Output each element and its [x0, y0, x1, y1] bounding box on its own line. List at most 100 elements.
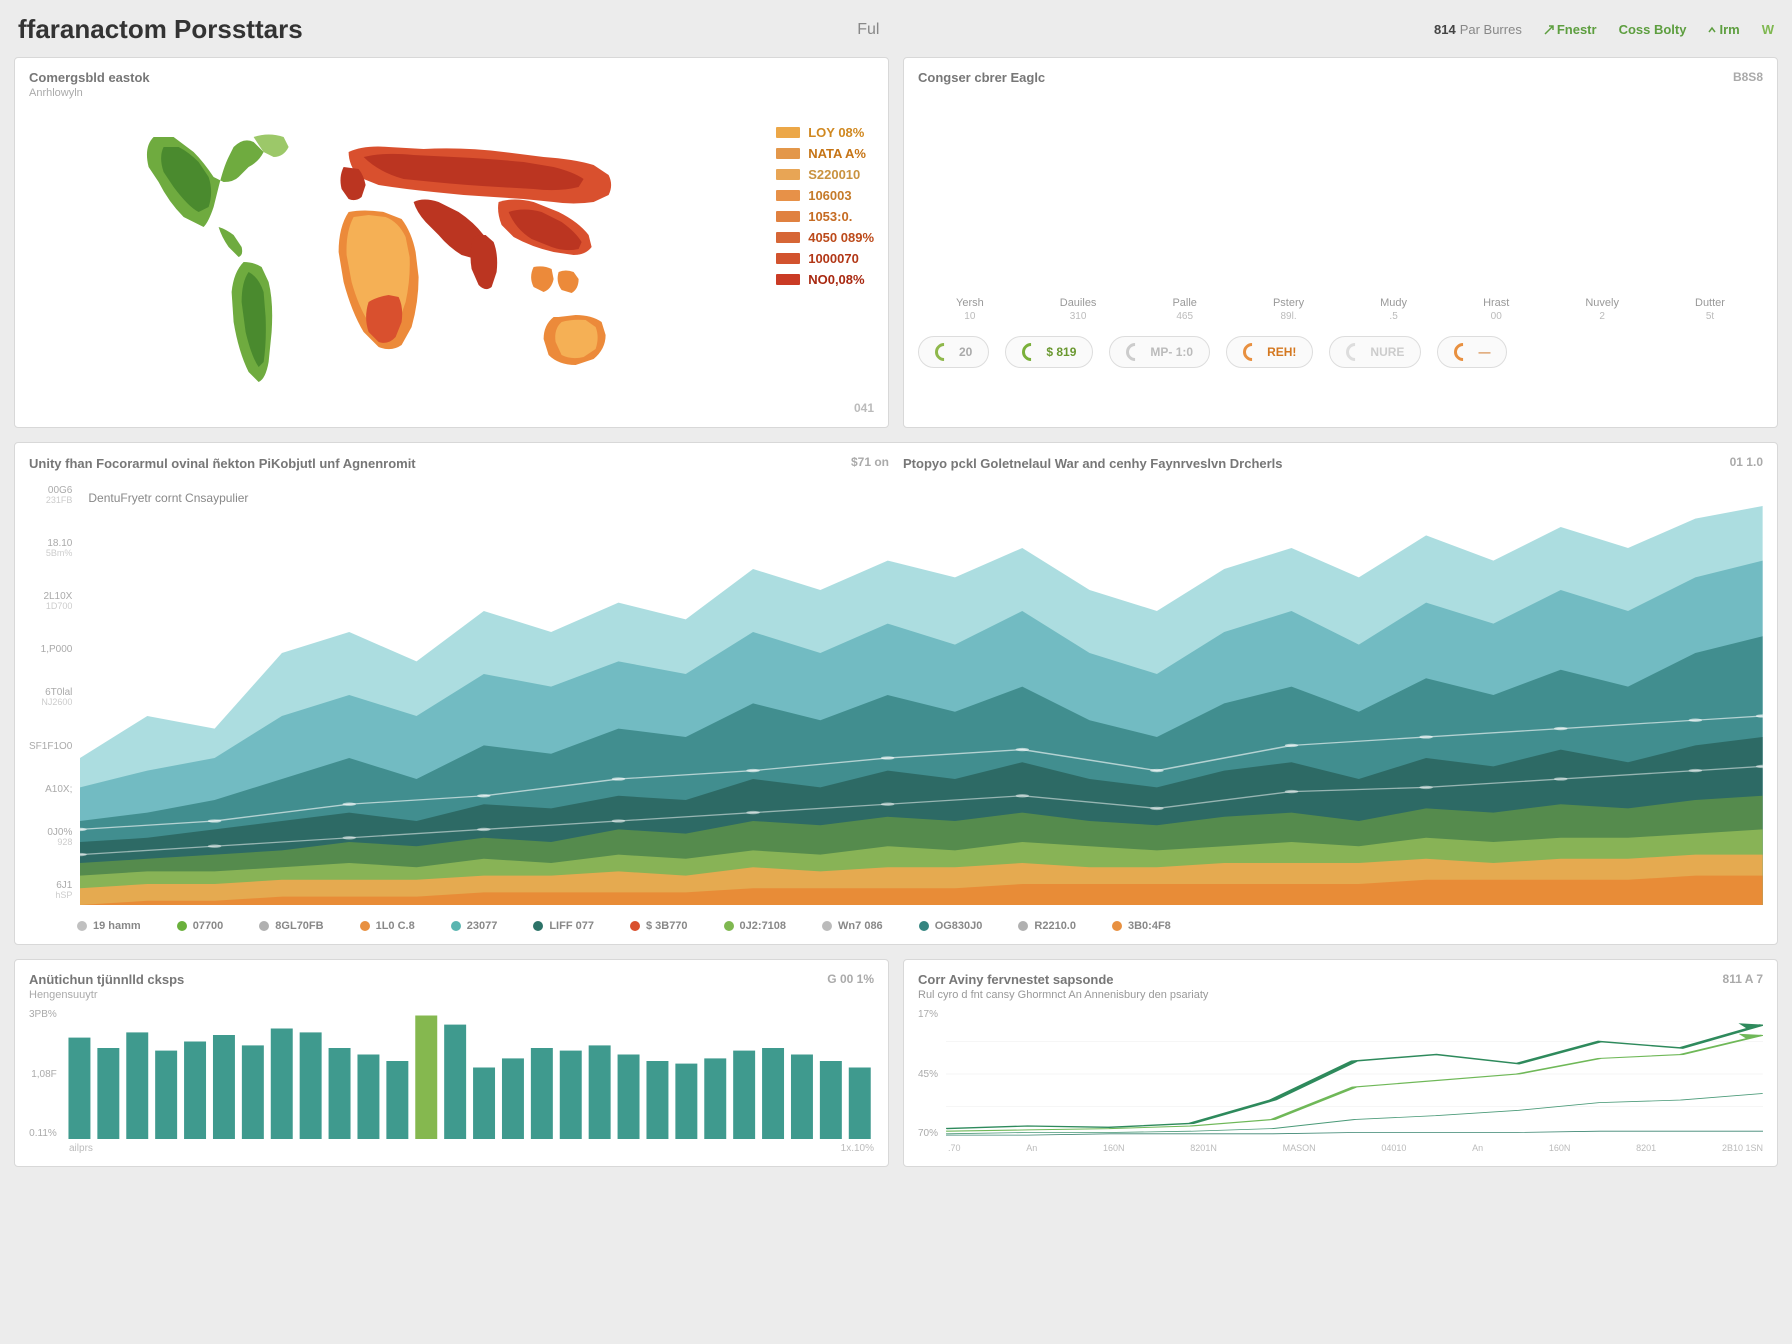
area-chart — [80, 485, 1763, 905]
bl-bar — [155, 1051, 177, 1139]
header-right: 814 Par Burres FnestrCoss BoltyIrmW — [1434, 22, 1774, 37]
header-link[interactable]: Fnestr — [1544, 22, 1597, 37]
area-yaxis: 00G6231FB 18.105Bm% 2L10X1D700 1,P000 6T0lal… — [29, 485, 72, 905]
br-line — [946, 1035, 1763, 1131]
area-badge-left: $71 on — [851, 455, 889, 469]
bl-bar — [444, 1025, 466, 1139]
map-legend-item: NATA A% — [776, 146, 874, 161]
stat-pill[interactable]: NURE — [1329, 336, 1421, 368]
area-legend-item: 3B0:4F8 — [1112, 920, 1171, 932]
bl-bar — [213, 1035, 235, 1139]
bars-xaxis: Yersh10 Dauiles310 Palle465 Pstery89l. Mudy.… — [918, 297, 1763, 322]
bar-xlabel: Dutter5t — [1695, 297, 1725, 322]
br-xlabel: An — [1026, 1143, 1037, 1153]
bar-xlabel: Palle465 — [1172, 297, 1196, 322]
bl-ylabel: 3PB% — [29, 1009, 57, 1020]
pills-row: 20 $ 819 MP- 1:0 REH! NURE — — [918, 336, 1763, 368]
br-xlabel: 2B10 1SN — [1722, 1143, 1763, 1153]
bl-bar — [357, 1055, 379, 1140]
area-inner-label: DentuFryetr cornt Cnsaypulier — [88, 491, 248, 505]
bl-chart — [65, 1009, 874, 1139]
bar-xlabel: Mudy.5 — [1380, 297, 1407, 322]
bl-subtitle: Hengensuuytr — [29, 989, 874, 1001]
br-line — [946, 1094, 1763, 1134]
br-title: Corr Aviny fervnestet sapsonde — [918, 972, 1763, 987]
page-header: ffaranactom Porssttars Ful 814 Par Burre… — [14, 14, 1778, 45]
br-xlabel: An — [1472, 1143, 1483, 1153]
map-legend-item: LOY 08% — [776, 125, 874, 140]
map-region — [219, 227, 243, 257]
area-ylabel: 00G6231FB — [29, 485, 72, 506]
stat-pill[interactable]: REH! — [1226, 336, 1313, 368]
bl-bar — [328, 1048, 350, 1139]
br-panel: Corr Aviny fervnestet sapsonde 811 A 7 R… — [903, 959, 1778, 1167]
bl-xlabel: ailprs — [69, 1143, 93, 1154]
bl-yaxis: 3PB%1,08F0.11% — [29, 1009, 57, 1139]
br-inner-title: Rul cyro d fnt cansy Ghormnct An Annenis… — [918, 989, 1763, 1001]
br-xlabel: 160N — [1549, 1143, 1571, 1153]
map-footer: 041 — [29, 401, 874, 415]
bl-bar — [68, 1038, 90, 1139]
bl-xlabel: 1x.10% — [841, 1143, 874, 1154]
area-legend-item: 1L0 C.8 — [360, 920, 415, 932]
map-legend-item: 106003 — [776, 188, 874, 203]
map-legend-item: S220010 — [776, 167, 874, 182]
area-title-left: Unity fhan Focorarmul ovinal ñekton PiKo… — [29, 456, 416, 471]
page-title: ffaranactom Porssttars — [18, 14, 303, 45]
map-region — [470, 235, 497, 289]
bar-xlabel: Dauiles310 — [1060, 297, 1097, 322]
br-line — [946, 1025, 1763, 1129]
area-legend-item: R2210.0 — [1018, 920, 1076, 932]
bl-bar — [126, 1032, 148, 1139]
area-ylabel: A10X; — [29, 784, 72, 795]
bl-title: Anütichun tjünnlld cksps — [29, 972, 874, 987]
br-ylabel: 70% — [918, 1128, 938, 1139]
bar-xlabel: Pstery89l. — [1273, 297, 1304, 322]
bl-panel: Anütichun tjünnlld cksps G 00 1% Hengens… — [14, 959, 889, 1167]
header-link[interactable]: W — [1762, 22, 1774, 37]
stat-pill[interactable]: 20 — [918, 336, 989, 368]
area-panel: Unity fhan Focorarmul ovinal ñekton PiKo… — [14, 442, 1778, 945]
bl-bar — [762, 1048, 784, 1139]
bl-ylabel: 1,08F — [29, 1069, 57, 1080]
bl-bar — [646, 1061, 668, 1139]
map-legend: LOY 08% NATA A% S220010 106003 1053:0. 4050 0… — [776, 107, 874, 287]
bars-title: Congser cbrer Eaglc — [918, 70, 1763, 85]
bar-xlabel: Yersh10 — [956, 297, 984, 322]
header-link[interactable]: Coss Bolty — [1619, 22, 1687, 37]
map-panel: Comergsbld eastok Anrhlowyln LOY 08%NATA… — [14, 57, 889, 428]
bl-bar — [675, 1064, 697, 1139]
area-ylabel: 1,P000 — [29, 644, 72, 655]
map-region — [531, 266, 554, 292]
area-legend-item: 8GL70FB — [259, 920, 323, 932]
area-title-right: Ptopyo pckl Goletnelaul War and cenhy Fa… — [903, 456, 1283, 471]
header-link[interactable]: Irm — [1708, 22, 1739, 37]
br-badge: 811 A 7 — [1723, 972, 1763, 986]
br-xlabel: 8201 — [1636, 1143, 1656, 1153]
br-xlabel: 04010 — [1381, 1143, 1406, 1153]
area-legend-item: LIFF 077 — [533, 920, 594, 932]
area-ylabel: 6T0lalNJ2600 — [29, 687, 72, 708]
bar-xlabel: Nuvely2 — [1585, 297, 1619, 322]
stat-pill[interactable]: — — [1437, 336, 1507, 368]
area-legend-item: 0J2:7108 — [724, 920, 787, 932]
area-legend-item: 07700 — [177, 920, 224, 932]
area-ylabel: SF1F1O0 — [29, 741, 72, 752]
bl-bar — [617, 1055, 639, 1140]
area-ylabel: 18.105Bm% — [29, 538, 72, 559]
br-xaxis: .70An160N8201NMASON04010An160N82012B10 1… — [948, 1143, 1763, 1153]
map-legend-item: 4050 089% — [776, 230, 874, 245]
map-legend-item: NO0,08% — [776, 272, 874, 287]
area-ylabel: 2L10X1D700 — [29, 591, 72, 612]
map-subtitle: Anrhlowyln — [29, 87, 874, 99]
stat-pill[interactable]: MP- 1:0 — [1109, 336, 1210, 368]
stat-pill[interactable]: $ 819 — [1005, 336, 1093, 368]
area-legend: 19 hamm077008GL70FB1L0 C.823077LIFF 077$… — [77, 920, 1763, 932]
bl-badge: G 00 1% — [827, 972, 874, 986]
area-legend-item: 23077 — [451, 920, 498, 932]
bl-bar — [560, 1051, 582, 1139]
bars-badge: B8S8 — [1733, 70, 1763, 84]
map-legend-item: 1053:0. — [776, 209, 874, 224]
bl-bar — [820, 1061, 842, 1139]
map-legend-item: 1000070 — [776, 251, 874, 266]
